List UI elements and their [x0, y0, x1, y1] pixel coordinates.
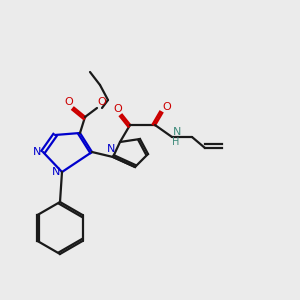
Text: N: N — [52, 167, 60, 177]
Text: O: O — [163, 102, 171, 112]
Text: N: N — [107, 144, 115, 154]
Text: O: O — [64, 97, 74, 107]
Text: N: N — [33, 147, 41, 157]
Text: O: O — [114, 104, 122, 114]
Text: N: N — [173, 127, 181, 137]
Text: H: H — [172, 137, 180, 147]
Text: O: O — [98, 97, 106, 107]
